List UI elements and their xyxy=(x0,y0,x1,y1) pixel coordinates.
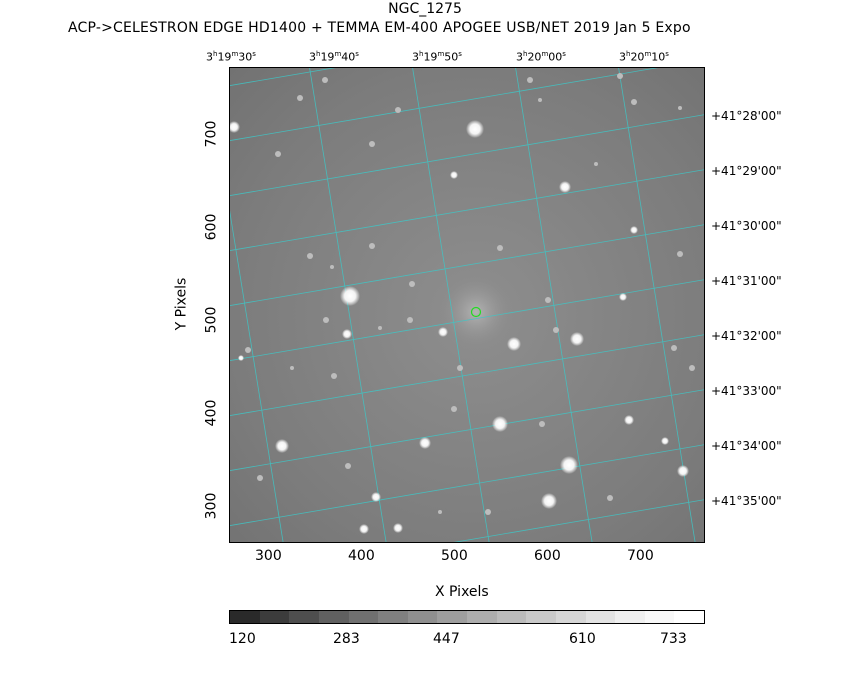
x-tick-300: 300 xyxy=(255,548,282,564)
ra-label-5: 3h20m10s xyxy=(619,50,669,64)
x-tick-400: 400 xyxy=(348,548,375,564)
colorbar xyxy=(229,610,705,624)
y-tick-300: 300 xyxy=(203,492,220,520)
ra-label-4: 3h20m00s xyxy=(516,50,566,64)
dec-label-3: +41°30'00" xyxy=(711,219,782,233)
star-field-svg xyxy=(230,68,704,542)
colorbar-label-2: 283 xyxy=(333,631,360,647)
dec-label-7: +41°34'00" xyxy=(711,439,782,453)
stars xyxy=(230,120,689,534)
colorbar-label-min: 120 xyxy=(229,631,256,647)
target-marker xyxy=(470,306,482,318)
y-tick-400: 400 xyxy=(203,399,220,427)
x-tick-700: 700 xyxy=(627,548,654,564)
x-tick-600: 600 xyxy=(534,548,561,564)
colorbar-label-max: 733 xyxy=(660,631,687,647)
colorbar-label-3: 447 xyxy=(433,631,460,647)
ra-label-3: 3h19m50s xyxy=(412,50,462,64)
dec-label-1: +41°28'00" xyxy=(711,109,782,123)
ra-label-1: 3h19m30s xyxy=(206,50,256,64)
x-axis-label: X Pixels xyxy=(435,584,489,600)
dec-label-6: +41°33'00" xyxy=(711,384,782,398)
plot-title: NGC_1275 xyxy=(388,1,462,17)
y-tick-700: 700 xyxy=(203,120,220,148)
x-tick-500: 500 xyxy=(441,548,468,564)
ra-label-2: 3h19m40s xyxy=(309,50,359,64)
galaxy-glow xyxy=(438,274,514,350)
dec-label-5: +41°32'00" xyxy=(711,329,782,343)
y-tick-500: 500 xyxy=(203,306,220,334)
star-field-image xyxy=(229,67,705,543)
dec-label-8: +41°35'00" xyxy=(711,494,782,508)
faint-stars xyxy=(245,73,695,515)
colorbar-label-4: 610 xyxy=(569,631,596,647)
dec-label-4: +41°31'00" xyxy=(711,274,782,288)
plot-subtitle: ACP->CELESTRON EDGE HD1400 + TEMMA EM-40… xyxy=(68,20,691,36)
dec-label-2: +41°29'00" xyxy=(711,164,782,178)
y-axis-label: Y Pixels xyxy=(173,277,190,331)
y-tick-600: 600 xyxy=(203,213,220,241)
